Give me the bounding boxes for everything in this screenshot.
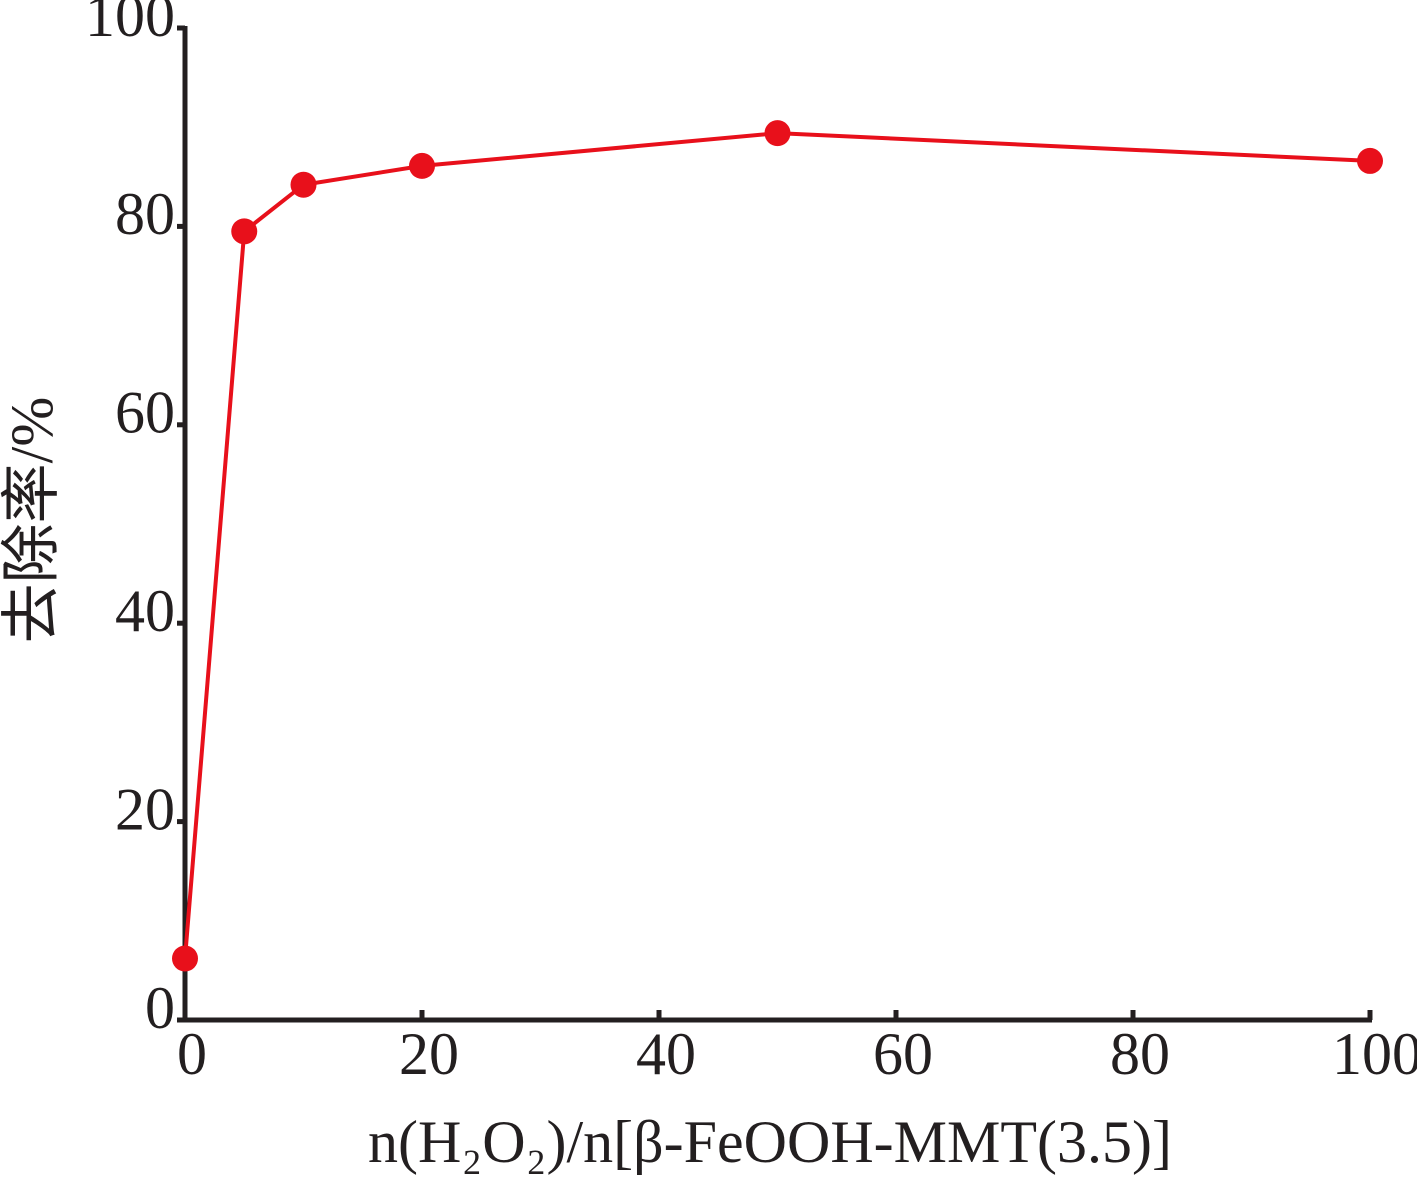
y-tick-label: 20 bbox=[115, 776, 175, 842]
x-tick-label: 60 bbox=[873, 1021, 933, 1087]
x-axis-label: n(H₂O₂)/n[β-FeOOH-MMT(3.5)] bbox=[368, 1109, 1172, 1175]
y-tick-label: 60 bbox=[115, 380, 175, 446]
data-point bbox=[764, 120, 791, 147]
series-line bbox=[183, 131, 1371, 959]
y-tick-label: 80 bbox=[115, 181, 175, 247]
x-tick-label: 80 bbox=[1110, 1021, 1170, 1087]
data-point bbox=[1357, 147, 1383, 174]
x-tick-label: 20 bbox=[399, 1021, 459, 1087]
y-tick-label: 40 bbox=[115, 578, 175, 644]
x-tick-label: 100 bbox=[1332, 1021, 1417, 1087]
y-tick-label: 100 bbox=[85, 0, 175, 49]
data-point bbox=[231, 218, 258, 245]
data-point bbox=[172, 945, 198, 972]
x-tick-label: 40 bbox=[636, 1021, 696, 1087]
y-tick-label: 0 bbox=[145, 975, 175, 1041]
x-tick-label: 0 bbox=[177, 1021, 207, 1087]
data-point bbox=[409, 152, 435, 179]
data-point bbox=[290, 171, 317, 198]
y-axis-label: 去除率/% bbox=[0, 397, 65, 644]
